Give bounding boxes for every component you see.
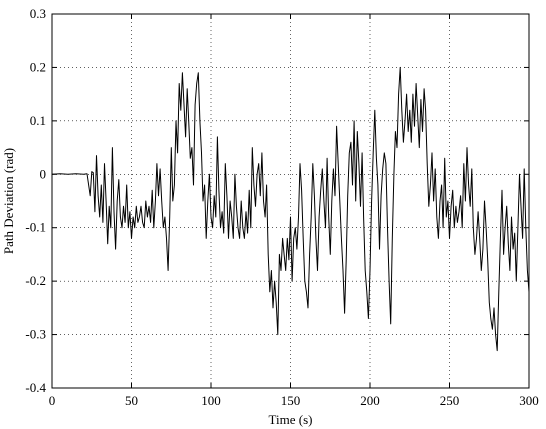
x-tick-label: 200: [360, 393, 380, 408]
y-tick-label: 0.3: [30, 6, 46, 21]
y-axis-label: Path Deviation (rad): [1, 148, 16, 254]
y-tick-label: 0.2: [30, 59, 46, 74]
y-axis: -0.4 -0.3 -0.2 -0.1 0 0.1 0.2 0.3: [25, 6, 529, 395]
y-tick-label: 0.1: [30, 113, 46, 128]
y-tick-label: -0.1: [25, 220, 46, 235]
x-tick-label: 150: [281, 393, 301, 408]
x-tick-label: 100: [201, 393, 221, 408]
x-tick-label: 0: [49, 393, 56, 408]
y-tick-label: -0.4: [25, 380, 46, 395]
x-tick-label: 250: [440, 393, 460, 408]
x-axis-label: Time (s): [269, 412, 313, 427]
grid: [52, 14, 529, 388]
y-tick-label: -0.3: [25, 327, 46, 342]
series-line: [51, 66, 530, 352]
x-tick-label: 300: [519, 393, 539, 408]
x-axis: 0 50 100 150 200 250 300: [49, 14, 539, 408]
y-tick-label: 0: [40, 166, 47, 181]
x-tick-label: 50: [125, 393, 138, 408]
y-tick-label: -0.2: [25, 273, 46, 288]
